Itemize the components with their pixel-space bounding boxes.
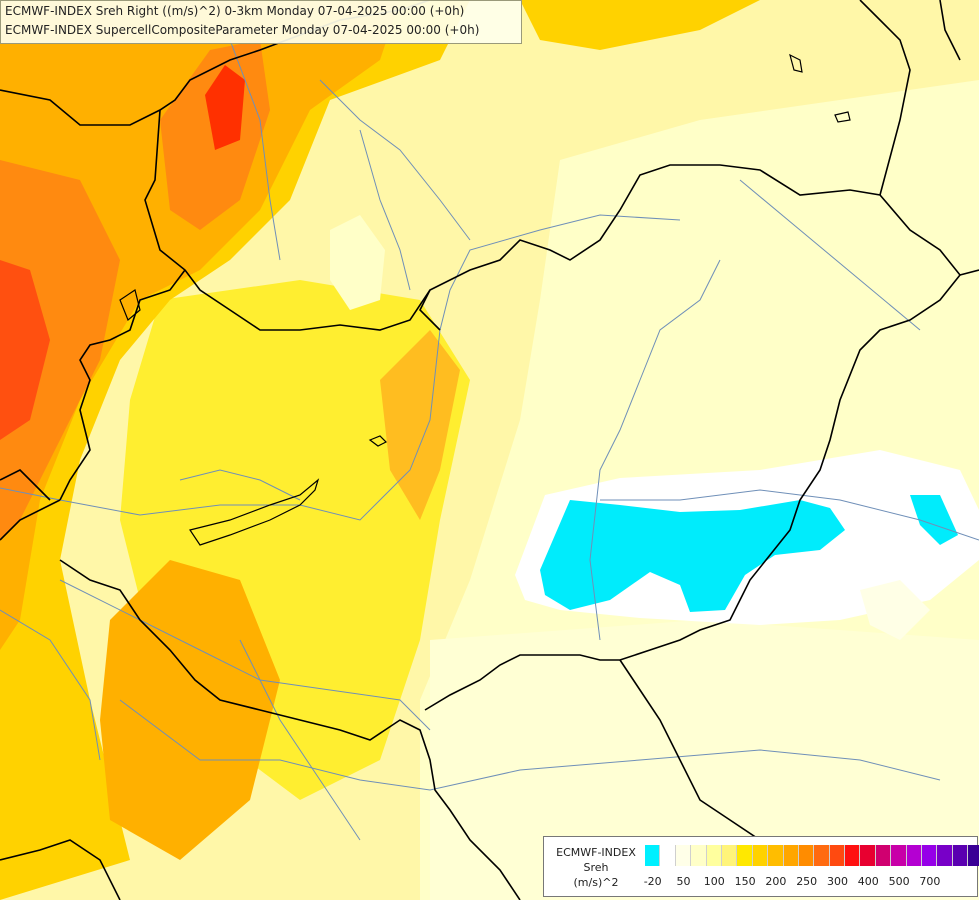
legend-title-line3: (m/s)^2 (573, 876, 619, 889)
river-sw (239, 639, 361, 841)
river-sava (119, 699, 941, 791)
lakes (119, 53, 851, 546)
legend-swatch (768, 845, 784, 866)
legend-tick-label: 150 (734, 875, 756, 888)
legend-swatch (675, 845, 692, 866)
field-orange-west (0, 0, 400, 650)
legend-tick-label: 400 (857, 875, 879, 888)
legend-swatch (875, 845, 892, 866)
legend-swatch (845, 845, 861, 866)
legend-swatch (798, 845, 815, 866)
river-danube (0, 214, 681, 521)
legend-title-line1: ECMWF-INDEX (556, 846, 636, 859)
legend-swatch (814, 845, 830, 866)
border-hungary-croatia (0, 499, 61, 541)
border-slovenia-croatia (59, 559, 521, 900)
legend-tick-label: 50 (676, 875, 691, 888)
border-austria-slovakia (144, 109, 979, 331)
field-red-orange-west (0, 260, 50, 440)
legend-tick-label: 250 (796, 875, 818, 888)
legend-tick-label: 500 (888, 875, 910, 888)
border-interior-line (0, 469, 51, 501)
legend-title-line2: Sreh (583, 861, 609, 874)
river-east (739, 179, 921, 331)
legend-swatch (952, 845, 969, 866)
lake-small-2 (834, 111, 851, 123)
legend-swatch (660, 845, 676, 866)
border-austria-hungary (59, 269, 186, 501)
legend-swatches (645, 845, 979, 866)
border-far-east (939, 0, 961, 61)
legend-swatch (891, 845, 907, 866)
legend-tick-label: 200 (765, 875, 787, 888)
field-orange-mid (380, 330, 460, 520)
legend-title: ECMWF-INDEX Sreh (m/s)^2 (548, 845, 644, 890)
legend-tick-label: 100 (703, 875, 725, 888)
river-north (319, 79, 471, 241)
legend-swatch (721, 845, 738, 866)
river-west (0, 609, 101, 761)
legend-swatch (860, 845, 876, 866)
legend-tick-label: -20 (643, 875, 662, 888)
border-east-ukraine (859, 0, 911, 196)
border-south (0, 839, 121, 900)
lake-small-3 (119, 289, 141, 321)
legend-swatch (737, 845, 753, 866)
field-pale-patch (330, 215, 385, 310)
legend-swatch (645, 845, 661, 866)
river-tisza (589, 259, 721, 641)
lake-small-4 (789, 53, 803, 73)
border-hungary-slovakia (419, 289, 441, 331)
lake-balaton (189, 478, 320, 546)
legend-swatch (706, 845, 722, 866)
legend-swatch (691, 845, 707, 866)
map-title-box: ECMWF-INDEX Sreh Right ((m/s)^2) 0-3km M… (0, 0, 522, 44)
legend-swatch (783, 845, 799, 866)
title-line-scp: ECMWF-INDEX SupercellCompositeParameter … (5, 23, 480, 37)
field-dark-orange-west (0, 160, 120, 540)
legend-tick-label: 700 (919, 875, 941, 888)
field-negative-main (540, 500, 845, 612)
lake-small-1 (368, 435, 388, 447)
legend-swatch (968, 845, 979, 866)
field-pale-south (430, 620, 979, 900)
field-orange-sw (100, 560, 280, 860)
legend-ticks: -20 50 100 150 200 250 300 400 500 700 (643, 875, 969, 891)
title-line-srh: ECMWF-INDEX Sreh Right ((m/s)^2) 0-3km M… (5, 4, 465, 18)
rivers (0, 39, 979, 841)
border-hungary-romania (424, 274, 961, 711)
river-morava (229, 39, 281, 261)
legend-swatch (937, 845, 953, 866)
field-pale-se-blob (860, 580, 930, 640)
river-vah (359, 129, 411, 291)
field-red-north (205, 65, 245, 150)
color-legend: ECMWF-INDEX Sreh (m/s)^2 -20 50 100 150 200 2… (543, 836, 979, 897)
legend-swatch (922, 845, 938, 866)
field-gold-east-north (520, 0, 760, 50)
legend-swatch (829, 845, 846, 866)
field-negative-east (910, 495, 958, 545)
legend-tick-label: 300 (827, 875, 848, 888)
legend-swatch (752, 845, 769, 866)
river-balaton-inflow (179, 469, 301, 501)
legend-swatch (906, 845, 923, 866)
river-mures (600, 489, 979, 541)
